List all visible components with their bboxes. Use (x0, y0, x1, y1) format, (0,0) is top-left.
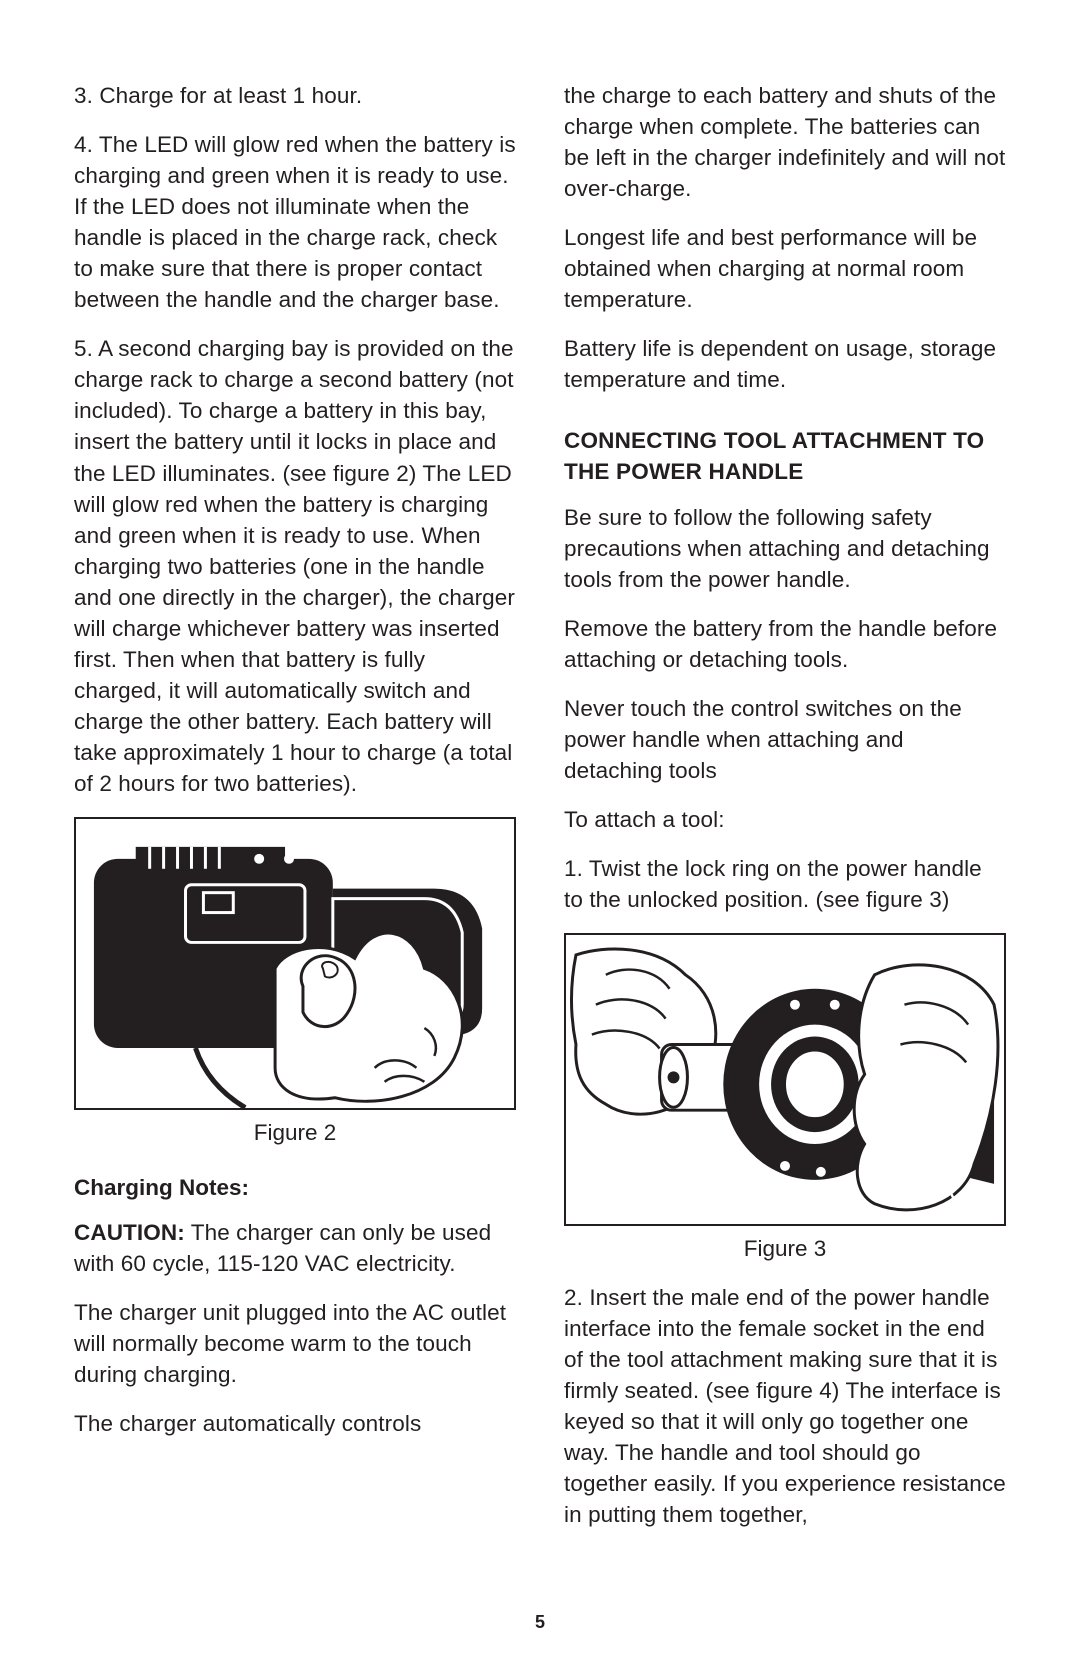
charging-notes-heading: Charging Notes: (74, 1172, 516, 1203)
figure-2-illustration (74, 817, 516, 1110)
never-touch-note: Never touch the control switches on the … (564, 693, 1006, 786)
two-column-layout: 3. Charge for at least 1 hour. 4. The LE… (74, 80, 1006, 1548)
caution-paragraph: CAUTION: The charger can only be used wi… (74, 1217, 516, 1279)
step-3: 3. Charge for at least 1 hour. (74, 80, 516, 111)
remove-battery-note: Remove the battery from the handle befor… (564, 613, 1006, 675)
right-column: the charge to each battery and shuts of … (564, 80, 1006, 1548)
to-attach-label: To attach a tool: (564, 804, 1006, 835)
manual-page: 3. Charge for at least 1 hour. 4. The LE… (0, 0, 1080, 1669)
figure-2-caption: Figure 2 (74, 1120, 516, 1146)
charger-auto-note: The charger automatically controls (74, 1408, 516, 1439)
connecting-tool-heading: CONNECTING TOOL ATTACHMENT TO THE POWER … (564, 425, 1006, 487)
left-column: 3. Charge for at least 1 hour. 4. The LE… (74, 80, 516, 1548)
step-4: 4. The LED will glow red when the batter… (74, 129, 516, 315)
figure-3-illustration (564, 933, 1006, 1226)
best-performance-note: Longest life and best performance will b… (564, 222, 1006, 315)
attach-step-1: 1. Twist the lock ring on the power hand… (564, 853, 1006, 915)
caution-label: CAUTION: (74, 1220, 185, 1245)
step-5: 5. A second charging bay is provided on … (74, 333, 516, 799)
figure-3-caption: Figure 3 (564, 1236, 1006, 1262)
safety-precautions: Be sure to follow the following safety p… (564, 502, 1006, 595)
charge-continuation: the charge to each battery and shuts of … (564, 80, 1006, 204)
charger-warm-note: The charger unit plugged into the AC out… (74, 1297, 516, 1390)
page-number: 5 (0, 1612, 1080, 1633)
attach-step-2: 2. Insert the male end of the power hand… (564, 1282, 1006, 1530)
battery-life-note: Battery life is dependent on usage, stor… (564, 333, 1006, 395)
